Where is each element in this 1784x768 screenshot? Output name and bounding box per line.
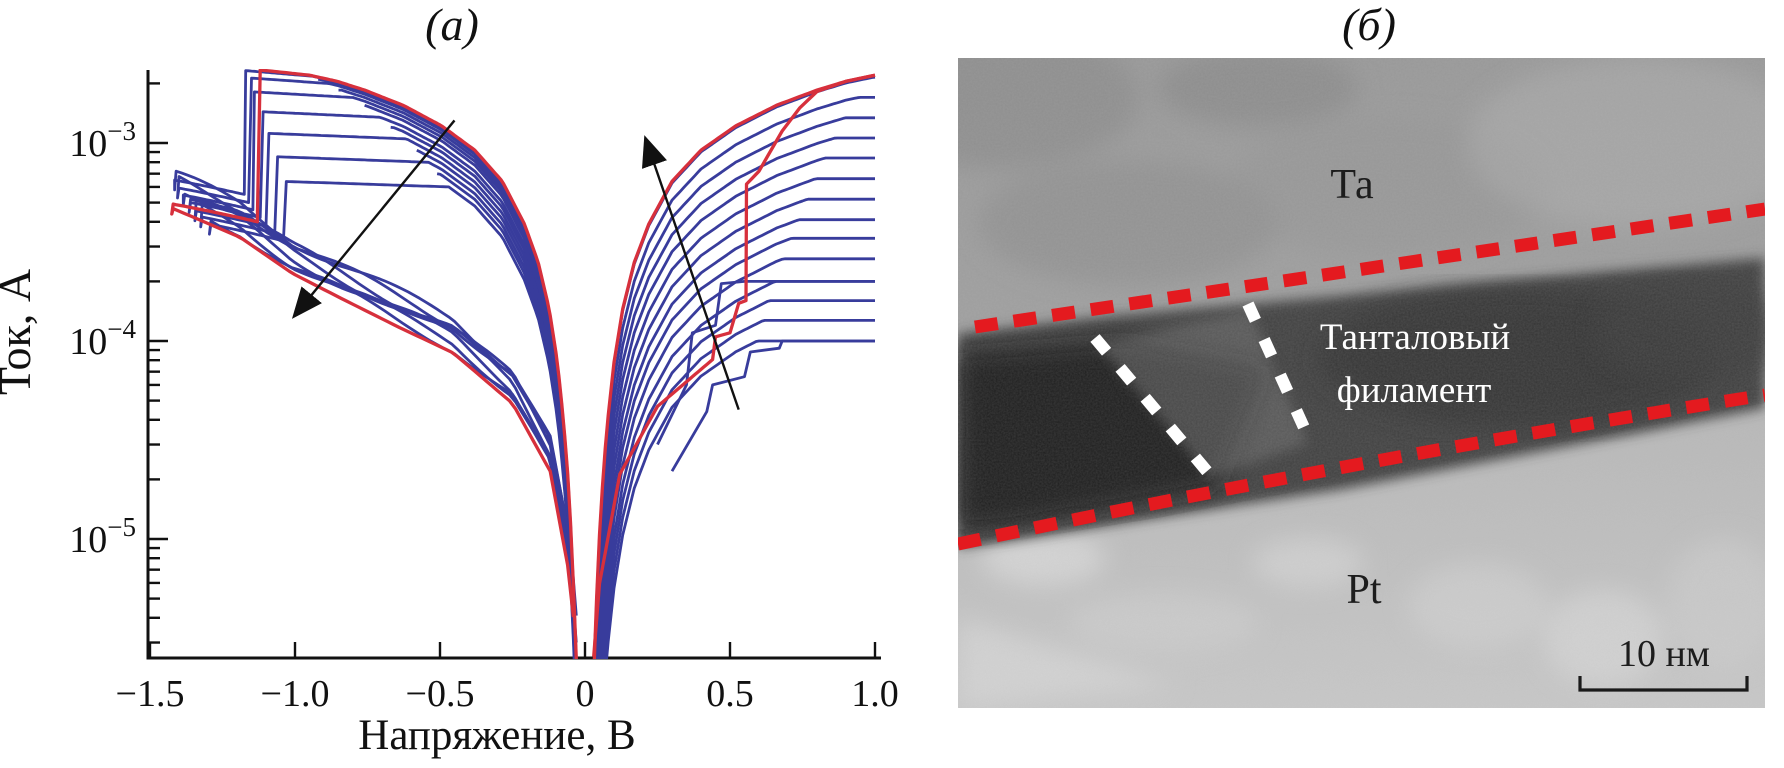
x-tick-label: 1.0 [851, 673, 899, 715]
filament-marker-right-dashed-line [1242, 301, 1317, 446]
lower-boundary-dashed-line [958, 388, 1765, 551]
iv-curve-blue [594, 116, 875, 659]
x-tick-label: −1.5 [116, 673, 185, 715]
iv-curve-blue [601, 280, 875, 659]
cycle-direction-arrow [291, 119, 456, 319]
iv-curve-blue [593, 96, 875, 659]
panel-a-label: (а) [425, 0, 479, 50]
x-tick-label: 0 [576, 673, 595, 715]
grain-overlay-fine [958, 58, 1765, 708]
y-axis-label: Ток, А [0, 269, 40, 395]
iv-curve-blue [598, 236, 875, 659]
iv-curve-red [170, 69, 578, 659]
iv-curve-blue [600, 257, 875, 659]
x-axis-label: Напряжение, В [358, 712, 635, 759]
iv-set-staircase-blue [656, 280, 875, 446]
iv-curve-blue [603, 319, 875, 659]
filament-marker-left-dashed-line [1090, 334, 1221, 486]
filament-label-line2: филамент [1337, 370, 1491, 411]
iv-curves [170, 69, 876, 659]
tem-image: Та Pt Танталовый филамент 10 нм [958, 58, 1765, 708]
iv-curve-blue [595, 156, 875, 659]
iv-curve-blue [598, 218, 875, 659]
axes: −1.5 −1.0 −0.5 0 0.5 1.0 10−3 10−4 10−5 [69, 70, 899, 715]
y-tick-label: 10−4 [69, 314, 136, 363]
iv-curve-blue [602, 299, 875, 659]
iv-plot: −1.5 −1.0 −0.5 0 0.5 1.0 10−3 10−4 10−5 Напряжен… [0, 69, 899, 759]
iv-curve-blue [208, 180, 578, 659]
iv-curve-blue [597, 197, 875, 659]
iv-curve-blue [596, 177, 875, 659]
iv-curve-blue [594, 136, 875, 659]
x-tick-label: −0.5 [406, 673, 475, 715]
x-tick-label: 0.5 [706, 673, 754, 715]
iv-curve-blue [187, 110, 577, 659]
y-tick-label: 10−5 [69, 512, 136, 561]
y-tick-label: 10−3 [69, 116, 136, 165]
iv-curve-red [592, 73, 876, 659]
pt-label: Pt [1346, 567, 1381, 613]
iv-curve-blue [193, 132, 577, 659]
cycle-direction-arrow [641, 135, 740, 411]
panel-b-label: (б) [1342, 0, 1396, 50]
iv-curve-blue [181, 90, 578, 659]
iv-set-staircase-blue [670, 339, 875, 472]
iv-curve-red [592, 73, 876, 657]
scale-bar-label: 10 нм [1618, 633, 1710, 675]
upper-boundary-dashed-line [974, 202, 1765, 334]
axis-spines [146, 70, 881, 660]
iv-curve-blue [436, 172, 576, 659]
iv-curve-blue [176, 76, 578, 659]
x-tick-label: −1.0 [261, 673, 330, 715]
annotations [291, 119, 740, 411]
ta-label: Та [1330, 162, 1374, 208]
scale-bar: 10 нм [1578, 633, 1749, 692]
filament-label-line1: Танталовый [1320, 317, 1510, 358]
